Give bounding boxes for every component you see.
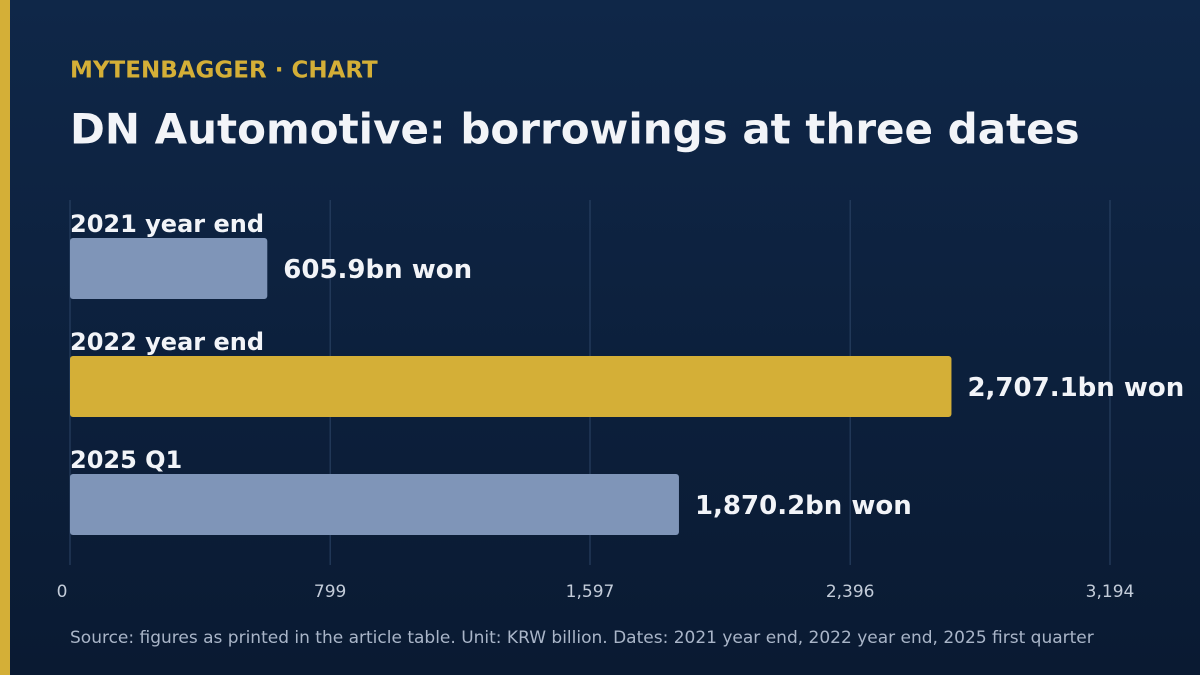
chart-title: DN Automotive: borrowings at three dates [70, 105, 1080, 154]
x-tick-label: 3,194 [1086, 582, 1135, 602]
x-tick-label: 1,597 [566, 582, 615, 602]
category-label: 2022 year end [70, 328, 264, 356]
x-tick-label: 799 [314, 582, 346, 602]
category-label: 2021 year end [70, 210, 264, 238]
x-tick-label: 0 [57, 582, 68, 602]
x-tick-label: 2,396 [826, 582, 875, 602]
kicker: MYTENBAGGER · CHART [70, 58, 378, 84]
source-note: Source: figures as printed in the articl… [70, 628, 1094, 648]
bar [70, 356, 952, 417]
value-label: 2,707.1bn won [967, 373, 1184, 403]
value-label: 1,870.2bn won [695, 491, 912, 521]
value-label: 605.9bn won [283, 255, 472, 285]
accent-strip [0, 0, 10, 675]
category-label: 2025 Q1 [70, 446, 182, 474]
bar [70, 238, 268, 299]
bar [70, 474, 679, 535]
